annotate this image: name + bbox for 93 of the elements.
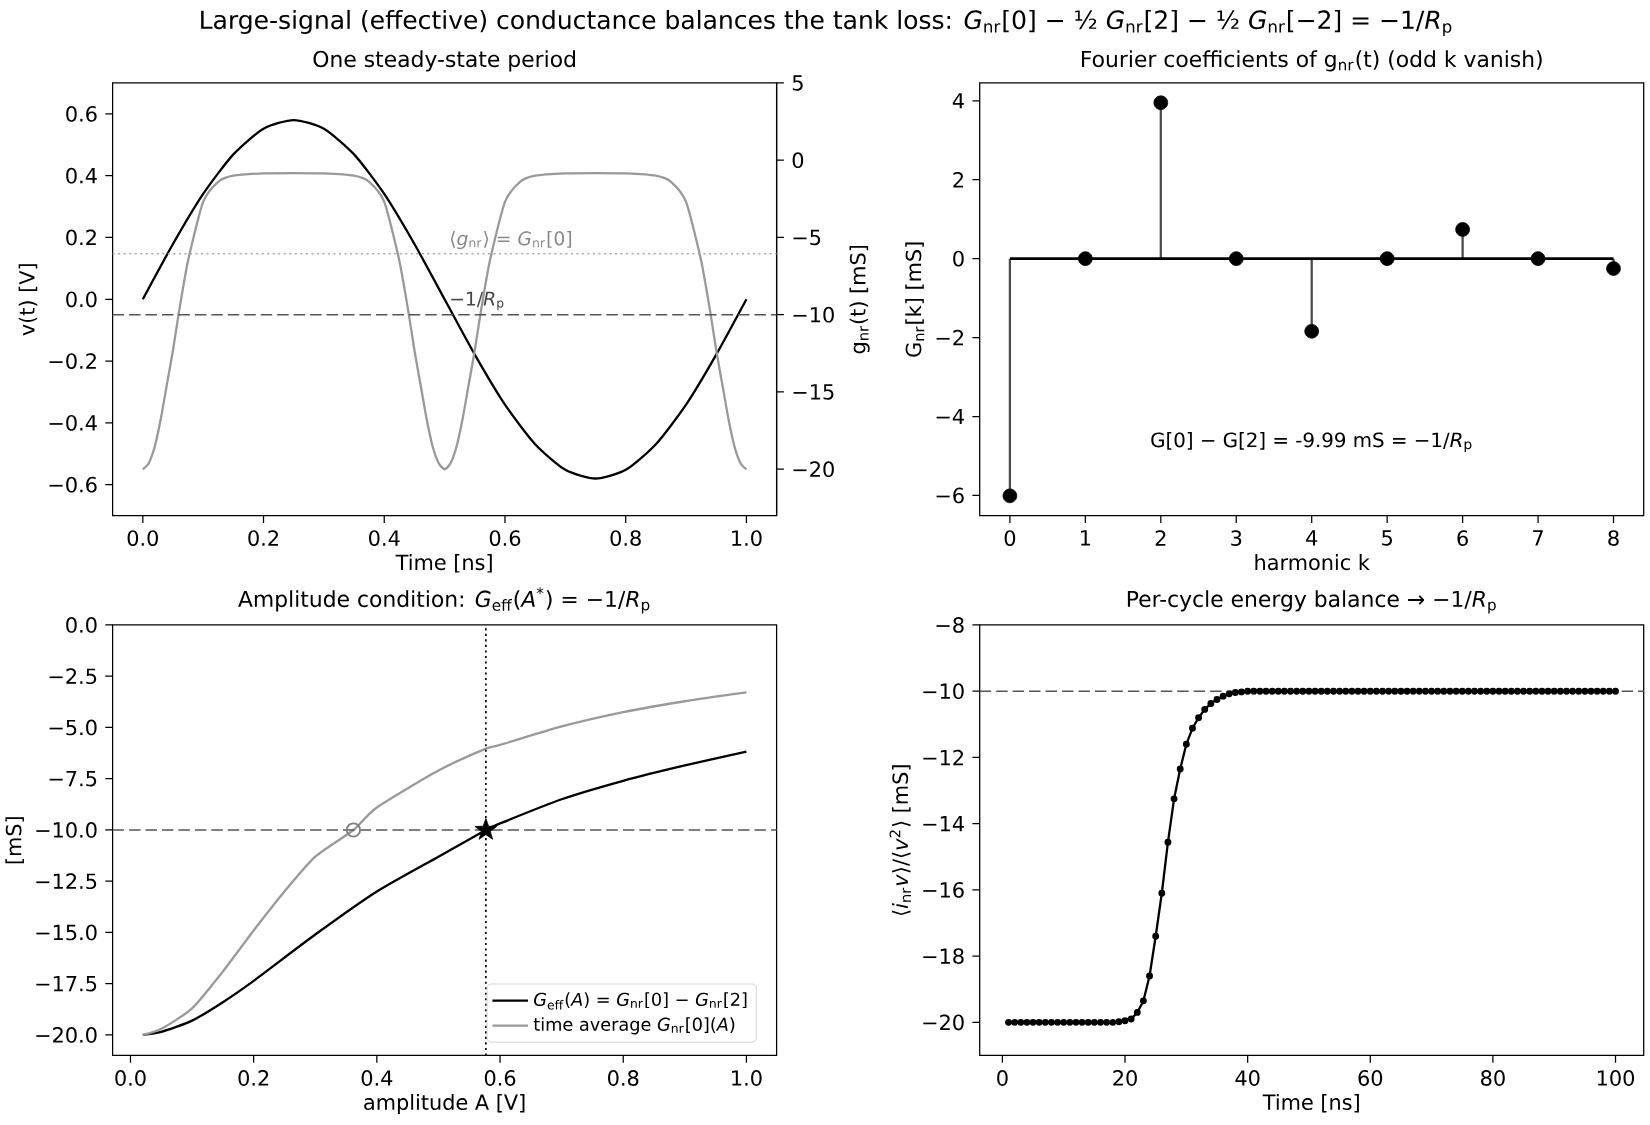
x-axis-title: amplitude A [V] xyxy=(364,1093,525,1115)
y-tick-label: −8 xyxy=(936,617,964,633)
point xyxy=(1153,95,1169,111)
chart-title: Amplitude condition: G$_{eff}$(A$^{*}$) = −1/R$_{p}$ xyxy=(238,587,650,614)
y2-tick-label: −10 xyxy=(793,306,834,323)
x-tick-label: 0 xyxy=(1004,530,1016,546)
x-tick-label: 0.0 xyxy=(115,1070,146,1086)
x-tick-label: 2 xyxy=(1155,530,1166,546)
y-tick-label: −20 xyxy=(923,1014,964,1031)
y-tick-label: −15.0 xyxy=(36,924,97,941)
y2-tick-label: −15 xyxy=(793,384,834,400)
y2-tick-label: 0 xyxy=(792,152,804,169)
y2-tick-label: −5 xyxy=(793,229,821,246)
y-tick-label: 2 xyxy=(953,171,963,188)
ref-line-label: ⟨g$_{nr}$⟩ = G$_{nr}$[0] xyxy=(450,230,572,250)
y-axis-title: [mS] xyxy=(5,817,24,864)
y-tick-label: −2.5 xyxy=(49,668,97,685)
x-tick-label: 0.8 xyxy=(608,1070,639,1086)
chart-subtitle: One steady-state period xyxy=(313,50,575,72)
x-tick-label: 60 xyxy=(1358,1070,1383,1086)
y-tick-label: −0.4 xyxy=(49,414,97,431)
ref-line-label: −1/R$_{p}$ xyxy=(451,291,504,311)
y-tick-label: −10.0 xyxy=(36,822,97,838)
x-tick-label: 0.6 xyxy=(484,1070,516,1086)
point xyxy=(1304,323,1320,339)
x-tick-label: 40 xyxy=(1235,1070,1260,1086)
y-tick-label: −5.0 xyxy=(49,719,97,736)
point xyxy=(1530,251,1546,266)
y-tick-label: −20.0 xyxy=(36,1027,97,1043)
x-tick-label: 0.2 xyxy=(238,1070,269,1086)
annotation: G[0] − G[2] = -9.99 mS = −1/R$_{p}$ xyxy=(1151,432,1472,453)
x-tick-label: 3 xyxy=(1231,530,1242,546)
legend-label: time average G$_{nr}$[0](A) xyxy=(533,1017,735,1035)
y-tick-label: 0.0 xyxy=(66,617,97,633)
y-tick-label: −17.5 xyxy=(36,975,97,992)
x-tick-label: 7 xyxy=(1533,530,1543,546)
chart-title: Per-cycle energy balance → −1/R$_{p}$ xyxy=(1127,590,1496,614)
y-tick-label: −14 xyxy=(923,816,964,832)
point xyxy=(1228,251,1244,266)
y-tick-label: −12.5 xyxy=(36,873,97,890)
line-series xyxy=(141,691,748,1037)
chart-title: Large-signal (effective) conductance balances the tank loss: G$_{nr}$[0] − ½ G$_{nr}$[2] − ½ G$_{nr}$[−2] = −1/R$_{p}$ xyxy=(201,9,1452,37)
x-tick-label: 1 xyxy=(1081,530,1091,546)
y2-axis-title: g$_{nr}$(t) [mS] xyxy=(849,245,870,354)
y-tick-label: −6 xyxy=(936,487,964,504)
x-tick-label: 0.0 xyxy=(127,530,158,546)
y-tick-label: −10 xyxy=(923,683,964,700)
y-axis-title: ⟨i$_{nr}$v⟩/⟨v$^{2}$⟩ [mS] xyxy=(889,765,911,916)
y-tick-label: 0.6 xyxy=(66,105,97,122)
y-axis-title: v(t) [V] xyxy=(18,264,38,336)
point xyxy=(1606,261,1621,276)
x-tick-label: 0.4 xyxy=(361,1070,393,1086)
point xyxy=(1002,488,1018,504)
y-tick-label: −16 xyxy=(923,882,964,898)
y-tick-label: 4 xyxy=(952,93,964,109)
x-tick-label: 0.8 xyxy=(610,530,641,546)
x-tick-label: 8 xyxy=(1608,530,1619,546)
point xyxy=(1078,251,1093,266)
y-tick-label: 0.2 xyxy=(66,229,96,246)
y-tick-label: −18 xyxy=(923,948,964,965)
y-tick-label: −4 xyxy=(936,408,964,425)
x-tick-label: 0.6 xyxy=(489,530,521,546)
text: G$_{eff}$(A) = G$_{nr}$[0] − G$_{nr}$[2] xyxy=(534,992,747,1010)
point xyxy=(1379,251,1395,266)
y-tick-label: −0.6 xyxy=(49,476,97,493)
x-axis-title: Time [ns] xyxy=(1262,1093,1359,1113)
y-axis-title: G$_{nr}$[k] [mS] xyxy=(905,242,925,357)
y-tick-label: −7.5 xyxy=(49,770,97,787)
x-tick-label: 0.2 xyxy=(248,530,278,546)
x-tick-label: 100 xyxy=(1597,1070,1635,1086)
line-series xyxy=(141,171,748,471)
x-tick-label: 4 xyxy=(1306,530,1318,546)
x-tick-label: 20 xyxy=(1113,1070,1137,1086)
y2-tick-label: 5 xyxy=(792,75,803,91)
x-axis-title: harmonic k xyxy=(1255,554,1370,571)
x-tick-label: 6 xyxy=(1457,530,1468,546)
y-tick-label: 0.4 xyxy=(66,167,97,184)
x-tick-label: 80 xyxy=(1481,1070,1505,1086)
line-series xyxy=(141,118,748,480)
y-tick-label: −0.2 xyxy=(49,353,96,369)
x-tick-label: 5 xyxy=(1382,530,1392,546)
y-tick-label: −12 xyxy=(923,749,963,766)
y2-tick-label: −20 xyxy=(793,461,834,478)
x-tick-label: 1.0 xyxy=(732,530,762,546)
chart-title: Fourier coefficients of g$_{nr}$(t) (odd k vanish) xyxy=(1081,50,1542,72)
y-tick-label: 0 xyxy=(953,250,964,267)
x-tick-label: 0.4 xyxy=(369,530,400,546)
x-tick-label: 0 xyxy=(997,1070,1008,1086)
x-tick-label: 1.0 xyxy=(732,1070,762,1086)
y-tick-label: −2 xyxy=(936,329,963,346)
x-axis-title: Time [ns] xyxy=(395,554,492,573)
point xyxy=(1455,222,1470,237)
y-tick-label: 0.0 xyxy=(66,291,97,308)
